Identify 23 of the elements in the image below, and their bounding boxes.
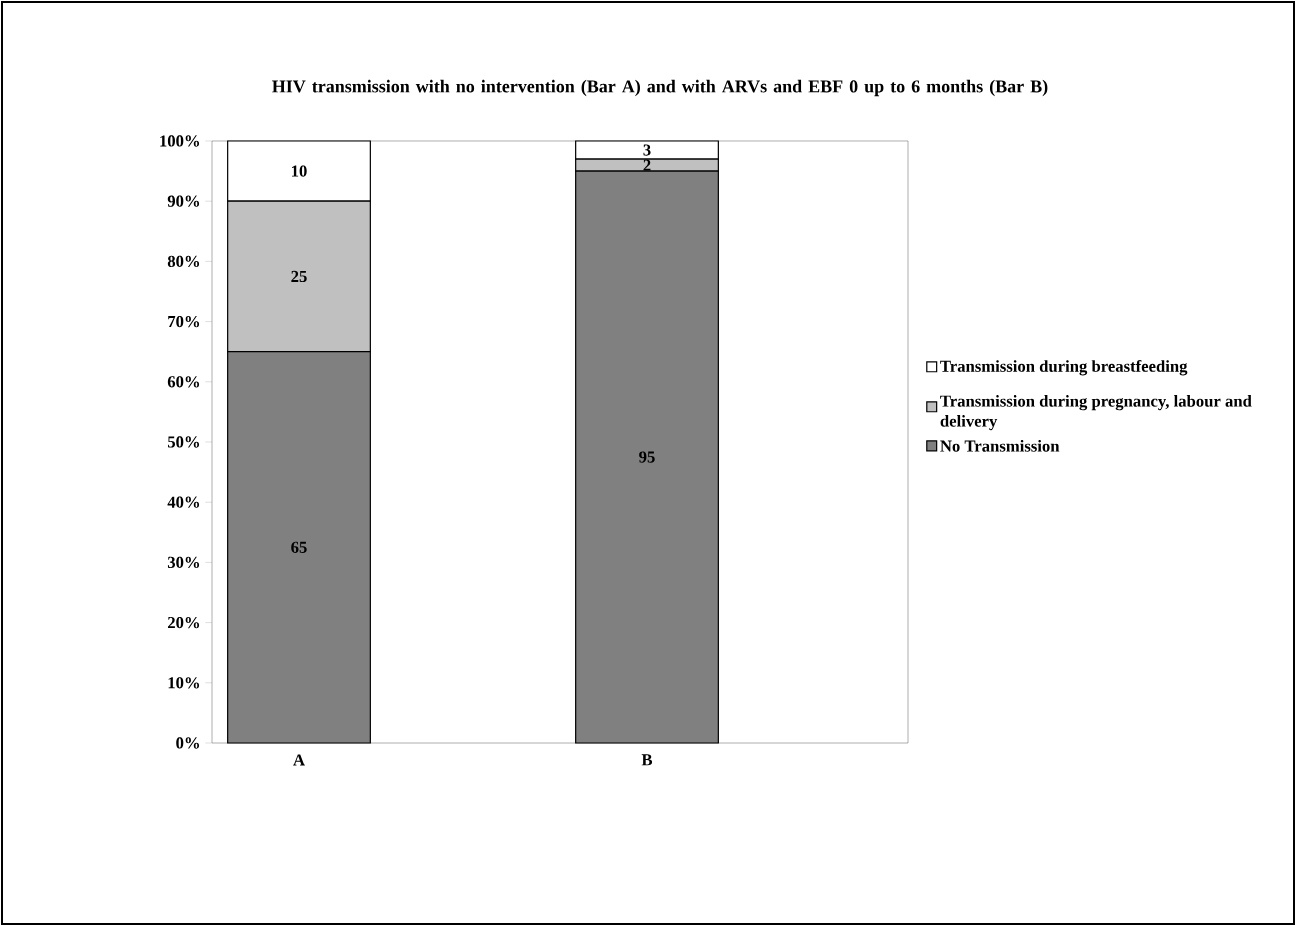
y-tick-label: 80%	[167, 255, 200, 268]
data-label: 2	[643, 159, 651, 171]
y-tick-label: 50%	[167, 436, 200, 448]
chart-title: HIV transmission with no intervention (Bar A) and with ARVs and EBF 0 up to 6 months (Bar B)	[272, 79, 1048, 97]
data-label: 3	[643, 144, 651, 156]
x-tick-label: B	[641, 754, 653, 766]
data-label: 95	[639, 451, 655, 463]
legend-label: Transmission during pregnancy, labour and delivery	[940, 395, 1252, 431]
x-tick-label: A	[293, 754, 305, 766]
data-label: 65	[291, 541, 307, 553]
data-label: 10	[292, 165, 307, 177]
legend-label: No Transmission	[940, 439, 1060, 452]
y-tick-label: 40%	[167, 496, 200, 508]
y-tick-label: 0%	[176, 737, 200, 749]
y-tick-label: 10%	[168, 677, 200, 689]
y-tick-label: 90%	[167, 195, 200, 207]
y-tick-label: 30%	[167, 556, 200, 569]
legend-label: Transmission during breastfeeding	[940, 359, 1188, 376]
y-tick-label: 20%	[167, 616, 200, 629]
y-tick-label: 60%	[167, 376, 200, 388]
data-label: 25	[291, 270, 307, 283]
y-tick-label: 100%	[160, 135, 200, 147]
y-tick-label: 70%	[168, 315, 200, 328]
